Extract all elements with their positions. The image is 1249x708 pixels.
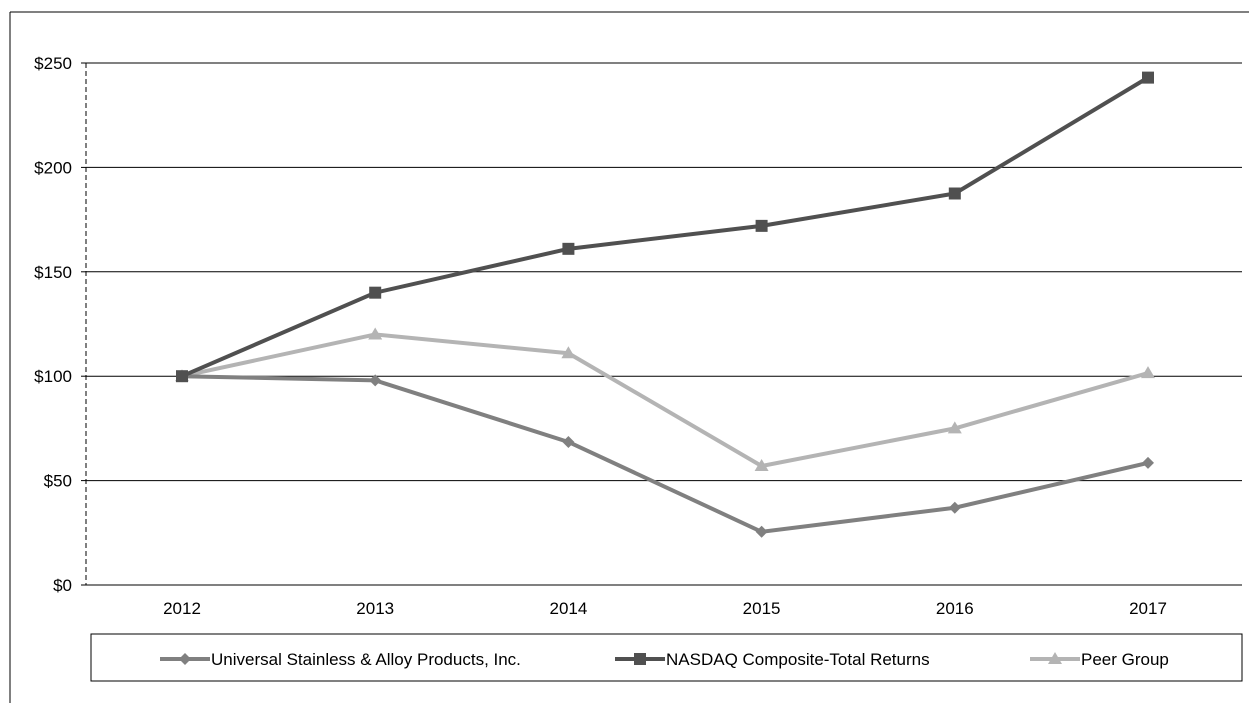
legend-swatch-marker	[634, 653, 646, 665]
legend-item: NASDAQ Composite-Total Returns	[615, 650, 930, 669]
x-tick-label: 2017	[1129, 599, 1167, 618]
data-point	[755, 219, 768, 232]
legend-label: NASDAQ Composite-Total Returns	[666, 650, 930, 669]
data-point	[369, 374, 382, 387]
legend-label: Universal Stainless & Alloy Products, In…	[211, 650, 521, 669]
legend-swatch-marker	[179, 653, 191, 665]
series-lines	[175, 71, 1155, 538]
series-line	[181, 332, 1149, 468]
x-tick-label: 2012	[163, 599, 201, 618]
y-tick-label: $0	[53, 576, 72, 595]
x-tick-label: 2013	[356, 599, 394, 618]
axes: $0 $50 $100 $150 $200 $250 2012 2013 2014 2015 201…	[34, 54, 1242, 618]
data-point	[754, 458, 769, 471]
data-point	[1142, 71, 1154, 84]
y-tick-label: $100	[34, 367, 72, 386]
data-point	[1142, 456, 1154, 469]
legend-item: Universal Stainless & Alloy Products, In…	[160, 650, 521, 669]
y-tick-label: $200	[34, 158, 72, 177]
data-point	[562, 435, 575, 448]
legend: Universal Stainless & Alloy Products, In…	[90, 633, 1243, 682]
x-tick-label: 2015	[743, 599, 781, 618]
data-point	[369, 286, 382, 299]
series-line	[181, 374, 1149, 534]
y-tick-label: $150	[34, 263, 72, 282]
data-point	[948, 501, 961, 514]
series-line	[181, 75, 1150, 379]
series-peer-group	[175, 327, 1155, 471]
series-nasdaq-composite-total-returns	[176, 71, 1154, 383]
legend-swatch-marker	[1048, 652, 1062, 664]
data-point	[562, 242, 575, 255]
data-point	[561, 346, 576, 359]
data-point	[368, 327, 383, 340]
data-point	[1141, 366, 1155, 379]
data-point	[947, 421, 962, 434]
y-tick-label: $250	[34, 54, 72, 73]
data-point	[755, 525, 768, 538]
x-tick-label: 2014	[549, 599, 587, 618]
series-universal-stainless-alloy-products-inc	[176, 370, 1154, 538]
legend-item: Peer Group	[1030, 650, 1169, 669]
data-point	[176, 370, 188, 383]
x-tick-label: 2016	[936, 599, 974, 618]
data-point	[948, 187, 961, 200]
gridlines	[86, 62, 1242, 482]
legend-label: Peer Group	[1081, 650, 1169, 669]
y-tick-label: $50	[44, 472, 72, 491]
